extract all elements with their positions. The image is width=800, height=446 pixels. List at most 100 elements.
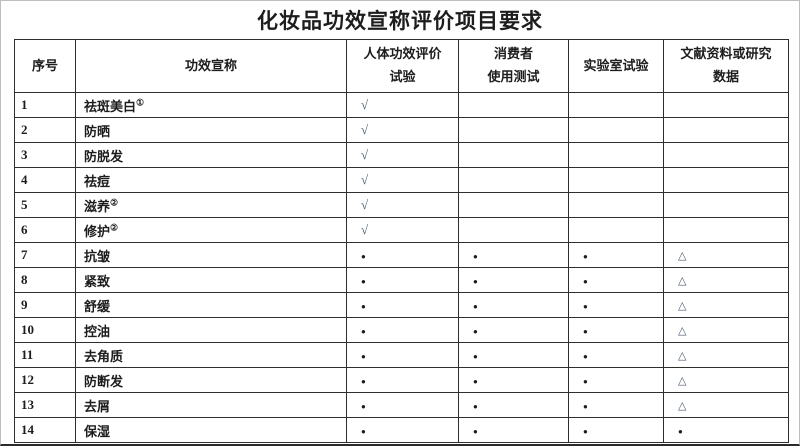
check-mark: √	[361, 197, 369, 212]
claim-cell: 滋养②	[75, 192, 347, 218]
dot-mark: ●	[583, 252, 588, 261]
lab-test-cell: ●	[568, 417, 664, 443]
table-body: 1 祛斑美白① √ 2 防晒 √ 3 防脱发 √ 4 祛痘 √ 5 滋养② √ 6 修护② √ 7 抗皱 ● ● ● △ 8 紧致…	[14, 92, 789, 443]
footnote-marker: ②	[110, 197, 119, 208]
column-header-consumer-test: 消费者 使用测试	[458, 39, 569, 93]
dot-mark: ●	[473, 252, 478, 261]
dot-mark: ●	[361, 252, 366, 261]
lab-test-cell: ●	[568, 392, 664, 418]
claim-cell: 去屑	[75, 392, 347, 418]
consumer-test-cell	[458, 217, 569, 243]
check-mark: √	[361, 222, 369, 237]
serial-cell: 7	[14, 242, 76, 268]
serial-cell: 9	[14, 292, 76, 318]
check-mark: √	[361, 172, 369, 187]
human-test-cell: ●	[346, 367, 459, 393]
serial-cell: 10	[14, 317, 76, 343]
human-test-cell: √	[346, 192, 459, 218]
dot-mark: ●	[361, 302, 366, 311]
consumer-test-cell	[458, 92, 569, 118]
table-row: 14 保湿 ● ● ● ●	[14, 417, 789, 443]
dot-mark: ●	[583, 377, 588, 386]
dot-mark: ●	[473, 327, 478, 336]
dot-mark: ●	[583, 402, 588, 411]
literature-cell: △	[663, 267, 789, 293]
literature-cell	[663, 192, 789, 218]
serial-cell: 3	[14, 142, 76, 168]
claim-cell: 舒缓	[75, 292, 347, 318]
table-row: 4 祛痘 √	[14, 167, 789, 193]
dot-mark: ●	[583, 352, 588, 361]
dot-mark: ●	[473, 377, 478, 386]
lab-test-cell	[568, 142, 664, 168]
claim-cell: 防晒	[75, 117, 347, 143]
human-test-cell: ●	[346, 267, 459, 293]
table-row: 3 防脱发 √	[14, 142, 789, 168]
serial-cell: 1	[14, 92, 76, 118]
dot-mark: ●	[361, 377, 366, 386]
human-test-cell: ●	[346, 417, 459, 443]
table-row: 12 防断发 ● ● ● △	[14, 367, 789, 393]
dot-mark: ●	[473, 402, 478, 411]
literature-cell	[663, 142, 789, 168]
claim-cell: 修护②	[75, 217, 347, 243]
triangle-mark: △	[678, 375, 687, 387]
dot-mark: ●	[473, 352, 478, 361]
triangle-mark: △	[678, 325, 687, 337]
consumer-test-cell	[458, 192, 569, 218]
serial-cell: 5	[14, 192, 76, 218]
consumer-test-cell: ●	[458, 342, 569, 368]
literature-cell: △	[663, 392, 789, 418]
consumer-test-cell: ●	[458, 392, 569, 418]
claim-cell: 防脱发	[75, 142, 347, 168]
claim-cell: 控油	[75, 317, 347, 343]
literature-cell: △	[663, 367, 789, 393]
claim-cell: 防断发	[75, 367, 347, 393]
consumer-test-cell	[458, 142, 569, 168]
serial-cell: 2	[14, 117, 76, 143]
claim-cell: 保湿	[75, 417, 347, 443]
table-row: 2 防晒 √	[14, 117, 789, 143]
lab-test-cell: ●	[568, 342, 664, 368]
consumer-test-cell: ●	[458, 267, 569, 293]
literature-cell: △	[663, 242, 789, 268]
check-mark: √	[361, 97, 369, 112]
lab-test-cell: ●	[568, 242, 664, 268]
triangle-mark: △	[678, 275, 687, 287]
triangle-mark: △	[678, 250, 687, 262]
dot-mark: ●	[583, 327, 588, 336]
table-row: 6 修护② √	[14, 217, 789, 243]
triangle-mark: △	[678, 350, 687, 362]
literature-cell: △	[663, 342, 789, 368]
column-header-no: 序号	[14, 39, 76, 93]
lab-test-cell: ●	[568, 292, 664, 318]
human-test-cell: ●	[346, 317, 459, 343]
consumer-test-cell: ●	[458, 292, 569, 318]
table-row: 1 祛斑美白① √	[14, 92, 789, 118]
literature-cell	[663, 217, 789, 243]
claim-cell: 紧致	[75, 267, 347, 293]
dot-mark: ●	[473, 302, 478, 311]
dot-mark: ●	[678, 427, 683, 436]
serial-cell: 14	[14, 417, 76, 443]
dot-mark: ●	[583, 427, 588, 436]
human-test-cell: √	[346, 92, 459, 118]
lab-test-cell	[568, 217, 664, 243]
claim-cell: 去角质	[75, 342, 347, 368]
consumer-test-cell: ●	[458, 417, 569, 443]
dot-mark: ●	[473, 277, 478, 286]
triangle-mark: △	[678, 400, 687, 412]
human-test-cell: ●	[346, 242, 459, 268]
lab-test-cell	[568, 117, 664, 143]
literature-cell	[663, 92, 789, 118]
table-head: 序号 功效宣称 人体功效评价 试验 消费者 使用测试 实验室试验 文献资料或研究 数据	[14, 39, 789, 93]
consumer-test-cell: ●	[458, 317, 569, 343]
lab-test-cell: ●	[568, 317, 664, 343]
table-row: 11 去角质 ● ● ● △	[14, 342, 789, 368]
column-header-claim: 功效宣称	[75, 39, 347, 93]
literature-cell	[663, 117, 789, 143]
table-row: 7 抗皱 ● ● ● △	[14, 242, 789, 268]
consumer-test-cell	[458, 117, 569, 143]
triangle-mark: △	[678, 300, 687, 312]
